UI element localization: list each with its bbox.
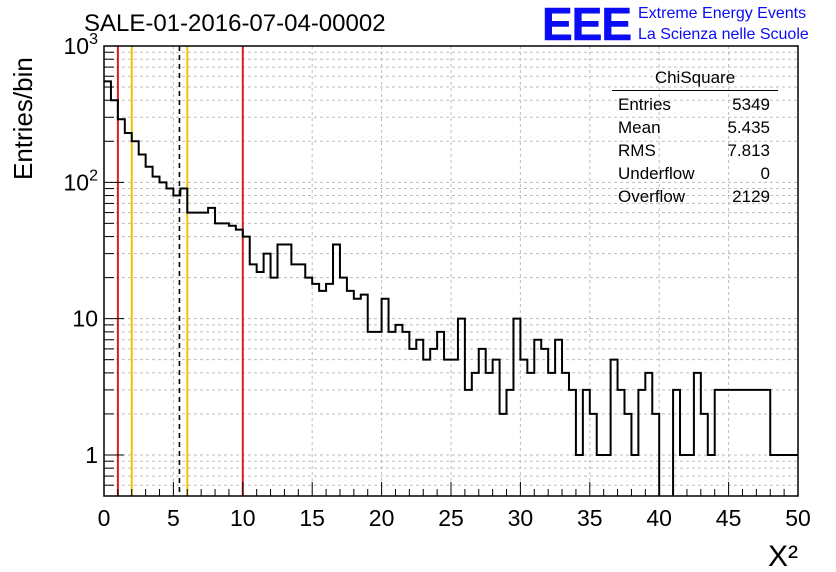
stats-row-rms: RMS 7.813	[612, 139, 778, 162]
x-tick-label: 35	[577, 505, 603, 531]
histogram-series	[104, 80, 798, 496]
plot-title: SALE-01-2016-07-04-00002	[84, 10, 386, 37]
x-tick-label: 50	[785, 505, 811, 531]
stats-value: 0	[760, 164, 770, 183]
stats-label: Underflow	[618, 164, 695, 183]
stats-row-mean: Mean 5.435	[612, 116, 778, 139]
stats-label: Entries	[618, 95, 671, 114]
stats-label: RMS	[618, 141, 656, 160]
x-tick-label: 15	[299, 505, 325, 531]
stats-value: 5.435	[727, 118, 770, 137]
stats-row-overflow: Overflow 2129	[612, 185, 778, 208]
y-axis-label: Entries/bin	[8, 57, 39, 180]
stats-value: 2129	[732, 187, 770, 206]
stats-value: 5349	[732, 95, 770, 114]
y-tick-label: 103	[64, 31, 99, 59]
x-tick-label: 45	[716, 505, 742, 531]
histogram-line	[104, 80, 798, 496]
eee-logo-letters: EEE	[542, 2, 631, 44]
stats-label: Overflow	[618, 187, 686, 206]
y-axis-label-text: Entries/bin	[8, 57, 38, 180]
y-tick-label: 102	[64, 167, 99, 195]
grid-lines	[104, 46, 798, 496]
x-tick-label: 10	[230, 505, 256, 531]
eee-logo-line1: Extreme Energy Events	[638, 5, 807, 22]
tick-labels: 0 5 10 15 20 25 30 35 40 45 50 1 10 102 103	[64, 31, 811, 531]
y-tick-label: 10	[72, 306, 98, 332]
stats-label: Mean	[618, 118, 661, 137]
stats-value: 7.813	[727, 141, 770, 160]
x-tick-label: 5	[167, 505, 180, 531]
y-tick-label: 1	[85, 442, 98, 468]
x-tick-label: 40	[646, 505, 672, 531]
reference-lines	[116, 46, 244, 496]
stats-title: ChiSquare	[612, 68, 778, 91]
stats-row-underflow: Underflow 0	[612, 162, 778, 185]
x-tick-label: 0	[98, 505, 111, 531]
axis-ticks	[103, 45, 799, 497]
eee-logo-line2: La Scienza nelle Scuole	[638, 26, 809, 43]
stats-box: ChiSquare Entries 5349 Mean 5.435 RMS 7.…	[612, 68, 778, 208]
eee-logo-text: Extreme Energy Events La Scienza nelle S…	[638, 3, 809, 45]
x-tick-label: 30	[508, 505, 534, 531]
x-tick-label: 20	[369, 505, 395, 531]
stats-row-entries: Entries 5349	[612, 93, 778, 116]
eee-logo: EEE	[542, 2, 632, 44]
x-tick-label: 25	[438, 505, 464, 531]
x-axis-label: X²	[768, 540, 798, 572]
